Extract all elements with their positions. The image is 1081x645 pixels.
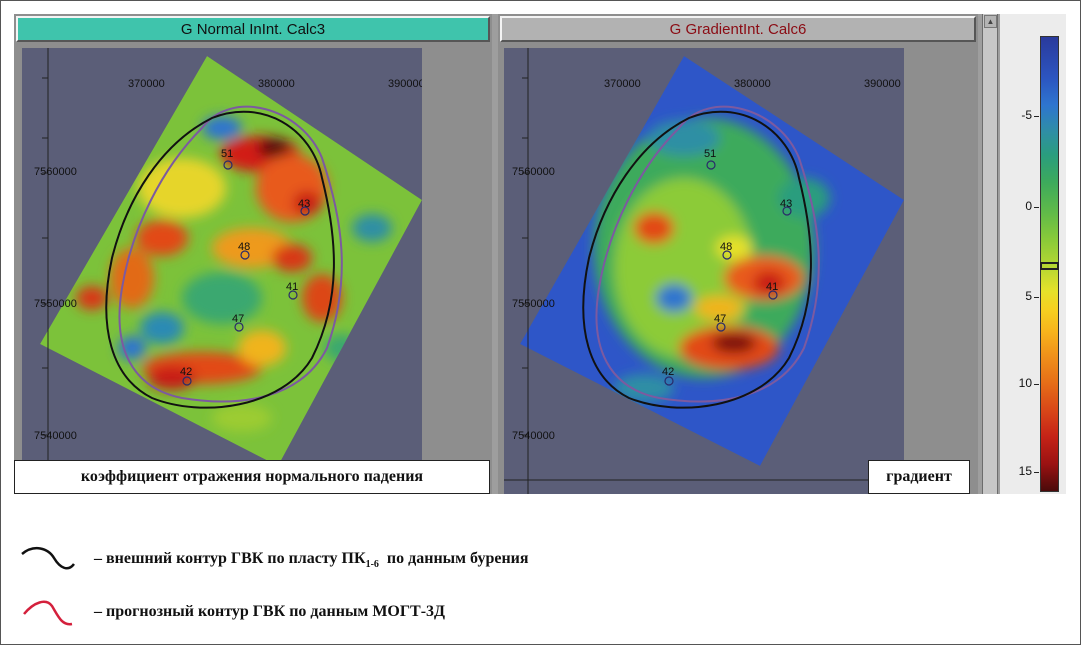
panel-caption: коэффициент отражения нормального падени… bbox=[14, 460, 490, 494]
panel-title: G GradientInt. Calc6 bbox=[669, 20, 807, 38]
scale-tick-label: 15 bbox=[1018, 464, 1032, 478]
black-line-icon bbox=[21, 546, 75, 570]
panel-normal-incidence: G Normal InInt. Calc3 bbox=[14, 14, 492, 494]
scroll-up-arrow-icon[interactable]: ▲ bbox=[984, 15, 997, 28]
scale-tick bbox=[1034, 384, 1039, 385]
map-area[interactable]: 370000 380000 390000 7560000 7550000 754… bbox=[22, 48, 422, 494]
legend-item-seismic: – прогнозный контур ГВК по данным МОГТ-3… bbox=[20, 594, 445, 630]
seismic-contour bbox=[595, 105, 820, 403]
scale-tick bbox=[1034, 297, 1039, 298]
scale-tick-label: 10 bbox=[1018, 376, 1032, 390]
scale-tick-label: 0 bbox=[1025, 199, 1032, 213]
scale-tick bbox=[1034, 207, 1039, 208]
drilling-contour bbox=[582, 110, 812, 409]
vertical-scrollbar[interactable]: ▲ bbox=[982, 14, 998, 494]
color-scale-panel: -5 0 5 10 15 bbox=[1000, 14, 1066, 494]
panel-title-bar[interactable]: G Normal InInt. Calc3 bbox=[16, 16, 490, 42]
scale-tick-label: -5 bbox=[1021, 108, 1032, 122]
legend-label: – прогнозный контур ГВК по данным МОГТ-3… bbox=[94, 603, 446, 620]
red-line-icon bbox=[23, 600, 73, 626]
scale-tick bbox=[1034, 116, 1039, 117]
drilling-contour bbox=[105, 110, 335, 409]
scale-tick-label: 5 bbox=[1025, 289, 1032, 303]
legend-item-drilling: – внешний контур ГВК по пласту ПК1-6 по … bbox=[20, 542, 529, 578]
attribute-map bbox=[22, 48, 422, 494]
legend-label: – внешний контур ГВК по пласту ПК1-6 по … bbox=[94, 549, 529, 571]
panel-caption: градиент bbox=[868, 460, 970, 494]
color-scale-marker[interactable] bbox=[1040, 262, 1059, 270]
map-viewer: G Normal InInt. Calc3 bbox=[14, 14, 1066, 494]
seismic-contour bbox=[118, 105, 343, 403]
panel-title: G Normal InInt. Calc3 bbox=[180, 20, 326, 38]
scale-tick bbox=[1034, 472, 1039, 473]
panel-gradient: G GradientInt. Calc6 bbox=[498, 14, 978, 494]
attribute-map bbox=[504, 48, 904, 494]
map-area[interactable]: 370000 380000 390000 7560000 7550000 754… bbox=[504, 48, 904, 494]
panel-title-bar[interactable]: G GradientInt. Calc6 bbox=[500, 16, 976, 42]
